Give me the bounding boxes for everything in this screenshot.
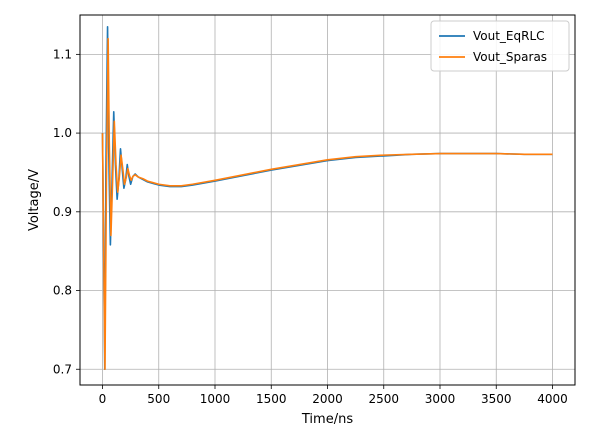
y-axis-label: Voltage/V — [27, 169, 42, 231]
x-tick-label: 1000 — [200, 392, 231, 406]
x-tick-label: 0 — [99, 392, 107, 406]
x-tick-label: 4000 — [537, 392, 568, 406]
legend: Vout_EqRLC Vout_Sparas — [430, 20, 570, 72]
y-tick-label: 0.8 — [53, 284, 72, 298]
x-tick-label: 3000 — [425, 392, 456, 406]
x-tick-label: 500 — [147, 392, 170, 406]
series-line-vout-sparas — [101, 37, 553, 371]
grid — [80, 15, 575, 385]
x-tick-label: 2000 — [312, 392, 343, 406]
legend-box — [430, 20, 570, 72]
x-tick-label: 3500 — [481, 392, 512, 406]
y-tick-label: 1.1 — [53, 47, 72, 61]
y-tick-label: 0.9 — [53, 205, 72, 219]
x-tick-label: 2500 — [368, 392, 399, 406]
legend-label: Vout_EqRLC — [473, 29, 545, 43]
axis-ticks: 0 500 1000 1500 2000 2500 3000 3500 4000 0.7 0.8 0.… — [53, 47, 568, 406]
x-tick-label: 1500 — [256, 392, 287, 406]
legend-label: Vout_Sparas — [473, 50, 547, 64]
y-tick-label: 1.0 — [53, 126, 72, 140]
x-axis-label: Time/ns — [301, 412, 353, 427]
series-lines — [101, 26, 553, 371]
y-tick-label: 0.7 — [53, 362, 72, 376]
